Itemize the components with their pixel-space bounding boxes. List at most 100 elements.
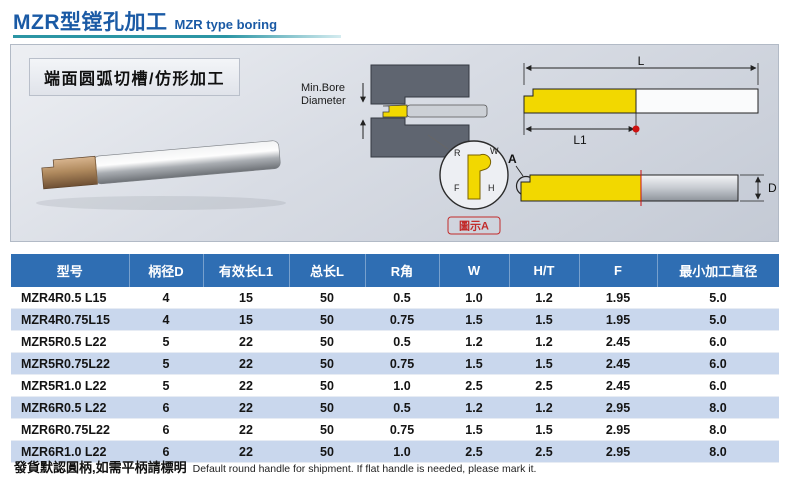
value-cell: 1.2 — [439, 330, 509, 353]
value-cell: 2.5 — [509, 440, 579, 463]
value-cell: 2.5 — [509, 374, 579, 397]
value-cell: 2.95 — [579, 418, 657, 441]
insert-tip-section — [382, 104, 408, 118]
value-cell: 6.0 — [657, 374, 779, 397]
value-cell: 50 — [289, 287, 365, 309]
value-cell: 1.2 — [439, 396, 509, 419]
value-cell: 2.45 — [579, 352, 657, 375]
page-title-zh: MZR型镗孔加工 — [13, 11, 168, 34]
red-dot-marker — [632, 125, 640, 133]
value-cell: 2.45 — [579, 330, 657, 353]
value-cell: 2.45 — [579, 374, 657, 397]
model-cell: MZR5R0.75L22 — [11, 352, 129, 375]
tool-shank — [93, 140, 281, 185]
value-cell: 1.95 — [579, 308, 657, 331]
value-cell: 1.0 — [365, 440, 439, 463]
workpiece-upper — [370, 64, 470, 105]
dim-w-label: W — [490, 146, 499, 156]
value-cell: 22 — [203, 352, 289, 375]
balloon-leader — [515, 165, 524, 177]
dim-d-label: D — [768, 181, 777, 195]
value-cell: 22 — [203, 440, 289, 463]
value-cell: 50 — [289, 374, 365, 397]
spec-table: 型号 柄径D 有效长L1 总长L R角 W H/T F 最小加工直径 MZR4R0.5 L15 4… — [11, 254, 779, 463]
value-cell: 1.95 — [579, 287, 657, 309]
column-header: 柄径D — [129, 254, 204, 287]
value-cell: 0.5 — [365, 330, 439, 353]
value-cell: 0.5 — [365, 287, 439, 309]
value-cell: 2.5 — [439, 440, 509, 463]
model-cell: MZR6R0.5 L22 — [11, 396, 129, 419]
value-cell: 50 — [289, 440, 365, 463]
value-cell: 2.5 — [439, 374, 509, 397]
value-cell: 22 — [203, 374, 289, 397]
value-cell: 15 — [203, 287, 289, 309]
table-row: MZR5R0.5 L22 5 22 50 0.5 1.2 1.2 2.45 6.0 — [11, 330, 779, 353]
page-title-en: MZR type boring — [174, 17, 278, 32]
model-cell: MZR5R0.5 L22 — [11, 330, 129, 353]
value-cell: 50 — [289, 418, 365, 441]
value-cell: 1.2 — [509, 396, 579, 419]
value-cell: 6.0 — [657, 352, 779, 375]
min-bore-label-line1: Min.Bore — [301, 82, 345, 94]
value-cell: 0.75 — [365, 308, 439, 331]
table-row: MZR4R0.5 L15 4 15 50 0.5 1.0 1.2 1.95 5.0 — [11, 287, 779, 309]
column-header: 最小加工直径 — [657, 254, 779, 287]
value-cell: 8.0 — [657, 418, 779, 441]
value-cell: 6 — [129, 396, 203, 419]
value-cell: 5.0 — [657, 287, 779, 309]
footer-note-en: Default round handle for shipment. If fl… — [192, 463, 537, 475]
cutter-head — [523, 88, 637, 114]
value-cell: 5 — [129, 330, 203, 353]
detail-label: 圖示A — [459, 220, 489, 233]
bore-section-diagram: Min.Bore Diameter — [301, 64, 488, 158]
table-row: MZR6R1.0 L22 6 22 50 1.0 2.5 2.5 2.95 8.0 — [11, 440, 779, 463]
column-header: F — [579, 254, 658, 287]
column-header: H/T — [509, 254, 580, 287]
model-cell: MZR6R1.0 L22 — [11, 440, 129, 463]
diagram-caption: 端面圆弧切槽/仿形加工 — [29, 58, 240, 96]
table-row: MZR5R1.0 L22 5 22 50 1.0 2.5 2.5 2.45 6.0 — [11, 374, 779, 397]
tool-joint-line — [94, 157, 98, 184]
model-cell: MZR6R0.75L22 — [11, 418, 129, 441]
value-cell: 8.0 — [657, 396, 779, 419]
title-underline — [13, 35, 341, 38]
tool-shank-section — [406, 104, 488, 118]
table-header-row: 型号 柄径D 有效长L1 总长L R角 W H/T F 最小加工直径 — [11, 254, 779, 287]
min-bore-label-line2: Diameter — [301, 95, 346, 107]
value-cell: 0.75 — [365, 418, 439, 441]
cutter-head — [520, 174, 642, 202]
value-cell: 1.0 — [365, 374, 439, 397]
value-cell: 50 — [289, 330, 365, 353]
value-cell: 6 — [129, 440, 203, 463]
tool-photo — [36, 140, 286, 210]
column-header: 有效长L1 — [203, 254, 290, 287]
value-cell: 2.95 — [579, 440, 657, 463]
column-header: 型号 — [11, 254, 130, 287]
value-cell: 5 — [129, 352, 203, 375]
tool-tip — [41, 155, 98, 190]
value-cell: 1.5 — [439, 308, 509, 331]
model-cell: MZR4R0.75L15 — [11, 308, 129, 331]
table-body: MZR4R0.5 L15 4 15 50 0.5 1.0 1.2 1.95 5.0 MZR4R0.… — [11, 287, 779, 463]
page-title: MZR型镗孔加工 MZR type boring — [13, 6, 277, 36]
diameter-dimension-drawing: A D — [508, 152, 777, 206]
value-cell: 5 — [129, 374, 203, 397]
value-cell: 1.0 — [439, 287, 509, 309]
cutter-shank — [640, 174, 739, 202]
value-cell: 50 — [289, 396, 365, 419]
value-cell: 0.5 — [365, 396, 439, 419]
value-cell: 1.5 — [439, 352, 509, 375]
value-cell: 1.5 — [509, 308, 579, 331]
dim-a-label: A — [508, 152, 517, 166]
table-row: MZR6R0.5 L22 6 22 50 0.5 1.2 1.2 2.95 8.0 — [11, 396, 779, 419]
dim-l1-label: L1 — [573, 133, 587, 147]
column-header: 总长L — [289, 254, 366, 287]
value-cell: 1.5 — [509, 418, 579, 441]
value-cell: 2.95 — [579, 396, 657, 419]
cutter-shank-outline — [635, 88, 759, 114]
value-cell: 1.2 — [509, 330, 579, 353]
value-cell: 6 — [129, 418, 203, 441]
insert-profile — [467, 153, 492, 200]
